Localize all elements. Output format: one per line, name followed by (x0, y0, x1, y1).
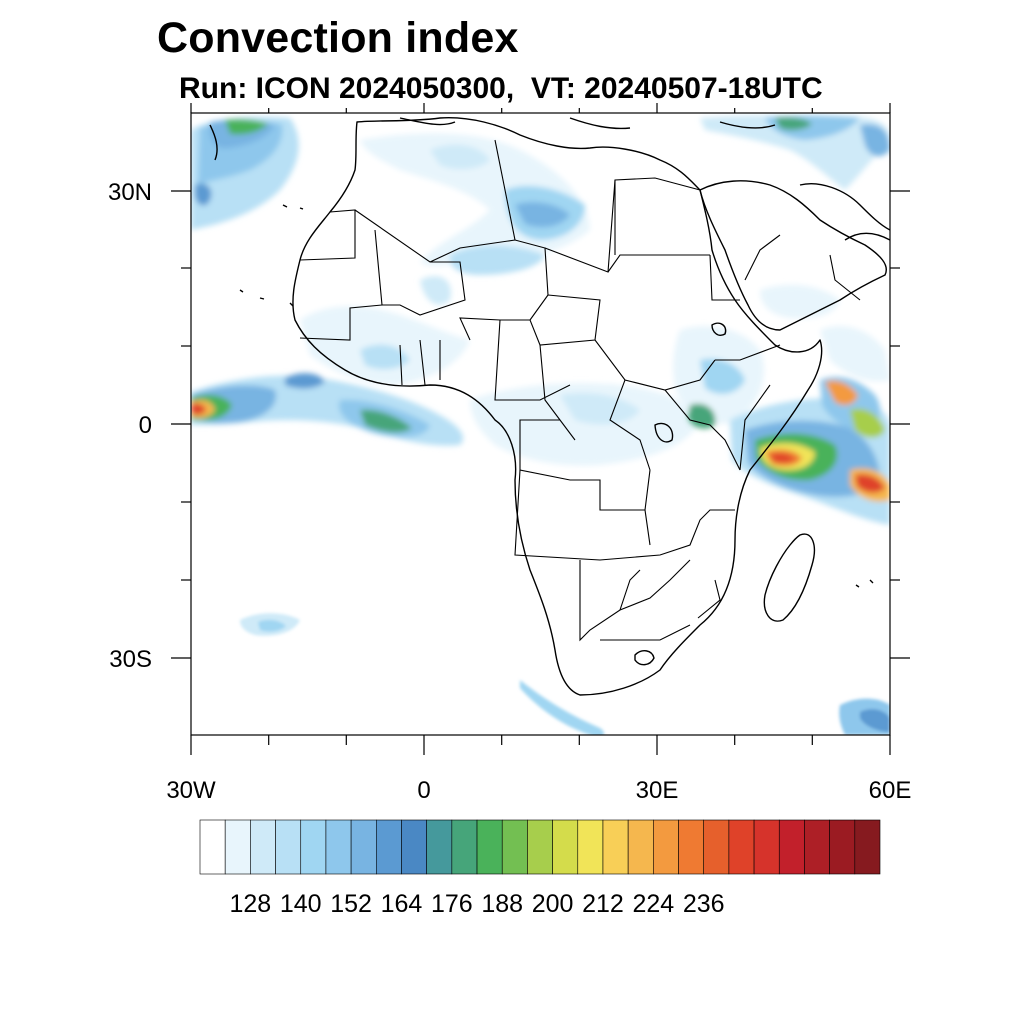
colorbar-label: 152 (330, 890, 372, 918)
convection-shading (191, 114, 890, 735)
y-tick-label: 0 (139, 412, 152, 439)
colorbar-swatch (426, 819, 453, 875)
chart-title: Convection index (157, 14, 519, 62)
colorbar-label: 176 (431, 890, 473, 918)
colorbar-swatch (854, 819, 881, 875)
colorbar (199, 819, 881, 875)
colorbar-label: 200 (532, 890, 574, 918)
colorbar-swatch (804, 819, 830, 875)
country-borders (299, 139, 861, 642)
colorbar-swatch (350, 819, 377, 875)
colorbar-swatch (401, 819, 427, 875)
colorbar-label: 212 (582, 890, 624, 918)
y-tick-label: 30N (108, 179, 152, 206)
colorbar-swatch (703, 819, 730, 875)
colorbar-label: 164 (381, 890, 423, 918)
colorbar-labels: 128 140 152 164 176 188 200 212 224 236 (230, 890, 725, 918)
colorbar-swatch (325, 819, 352, 875)
colorbar-swatch (753, 819, 780, 875)
colorbar-label: 224 (632, 890, 674, 918)
colorbar-swatch (451, 819, 478, 875)
x-tick-label: 60E (869, 777, 912, 804)
axis-ticks (171, 103, 910, 755)
colorbar-swatch (476, 819, 503, 875)
colorbar-swatch (224, 819, 251, 875)
colorbar-label: 128 (230, 890, 272, 918)
colorbar-label: 236 (683, 890, 725, 918)
x-tick-label: 0 (417, 777, 430, 804)
colorbar-swatch (527, 819, 553, 875)
colorbar-swatch (829, 819, 856, 875)
colorbar-swatch (250, 819, 276, 875)
colorbar-swatch (275, 819, 302, 875)
colorbar-swatch (300, 819, 327, 875)
y-tick-label: 30S (109, 646, 152, 673)
colorbar-label: 188 (481, 890, 523, 918)
chart-subtitle: Run: ICON 2024050300, VT: 20240507-18UTC (179, 72, 823, 105)
colorbar-swatch (501, 819, 528, 875)
colorbar-label: 140 (280, 890, 322, 918)
colorbar-swatch (552, 819, 579, 875)
colorbar-swatch (199, 819, 226, 875)
colorbar-swatch (778, 819, 805, 875)
colorbar-swatch (577, 819, 604, 875)
colorbar-swatch (653, 819, 679, 875)
coastlines (209, 117, 890, 696)
x-tick-label: 30W (166, 777, 216, 804)
x-tick-label: 30E (636, 777, 679, 804)
colorbar-swatch (602, 819, 629, 875)
colorbar-swatch (627, 819, 654, 875)
colorbar-swatch (728, 819, 755, 875)
colorbar-swatch (375, 819, 402, 875)
colorbar-swatch (678, 819, 705, 875)
